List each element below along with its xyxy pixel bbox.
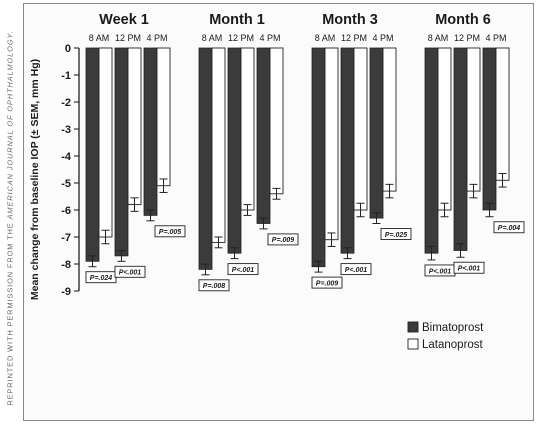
group-title: Month 3 <box>322 12 378 28</box>
side-credit-text: REPRINTED WITH PERMISSION FROM THE AMERI… <box>6 30 15 405</box>
legend-swatch-latanoprost <box>407 338 419 350</box>
latanoprost-bar <box>437 47 452 211</box>
bimatoprost-bar <box>143 47 158 216</box>
latanoprost-bar <box>211 47 226 243</box>
latanoprost-bar <box>156 47 171 187</box>
time-label: 8 AM <box>89 33 110 43</box>
time-label: 4 PM <box>146 33 167 43</box>
latanoprost-bar <box>98 47 113 238</box>
latanoprost-bar <box>353 47 368 211</box>
p-value-box <box>453 261 485 274</box>
bimatoprost-bar <box>227 47 242 254</box>
legend: Bimatoprost Latanoprost <box>407 321 484 351</box>
y-tick-label: -7 <box>61 232 71 244</box>
legend-label-latanoprost: Latanoprost <box>422 339 484 351</box>
y-tick-label: -2 <box>61 97 71 109</box>
time-label: 12 PM <box>228 33 254 43</box>
axes-layer: 0 -1 -2 -3 -4 -5 -6 -7 -8 -9 Mean change from base… <box>29 43 80 300</box>
time-label: 4 PM <box>259 33 280 43</box>
p-value-box <box>154 225 186 238</box>
time-label: 4 PM <box>485 33 506 43</box>
bimatoprost-bar <box>369 47 384 219</box>
y-axis-label: Mean change from baseline IOP (± SEM, mm… <box>29 59 41 300</box>
latanoprost-bar <box>495 47 510 181</box>
time-label: 8 AM <box>315 33 336 43</box>
p-value-box <box>311 276 343 289</box>
time-label: 12 PM <box>454 33 480 43</box>
p-value-box <box>227 263 259 276</box>
labels-layer: Week 1 8 AM P=.024 12 PM P<.001 4 PM P=.005 Mon… <box>85 12 525 292</box>
y-tick-label: -4 <box>61 151 72 163</box>
p-value-label: P=.009 <box>272 237 294 244</box>
y-tick-label: -5 <box>61 178 71 190</box>
chart-panel: 0 -1 -2 -3 -4 -5 -6 -7 -8 -9 Mean change from base… <box>23 3 534 421</box>
side-credit: REPRINTED WITH PERMISSION FROM THE AMERI… <box>0 0 18 436</box>
y-tick-label: -1 <box>61 70 71 82</box>
bimatoprost-bar <box>340 47 355 254</box>
latanoprost-bar <box>269 47 284 195</box>
p-value-label: P<.001 <box>345 267 367 274</box>
bimatoprost-bar <box>256 47 271 224</box>
y-tick-label: -3 <box>61 124 71 136</box>
p-value-box <box>380 228 412 240</box>
legend-swatch-bimatoprost <box>407 321 419 333</box>
bimatoprost-bar <box>85 47 100 262</box>
p-value-box <box>114 265 146 278</box>
p-value-box <box>340 263 372 276</box>
p-value-label: P<.001 <box>232 267 254 274</box>
latanoprost-bar <box>324 47 339 241</box>
p-value-label: P<.001 <box>429 268 451 275</box>
p-value-box <box>198 279 230 292</box>
p-value-box <box>493 221 525 234</box>
bimatoprost-bar <box>482 47 497 211</box>
bimatoprost-bar <box>453 47 468 251</box>
p-value-label: P<.001 <box>119 270 141 277</box>
legend-label-bimatoprost: Bimatoprost <box>422 322 484 334</box>
bimatoprost-bar <box>198 47 213 270</box>
p-value-label: P=.024 <box>90 275 112 282</box>
time-label: 12 PM <box>341 33 367 43</box>
time-label: 8 AM <box>428 33 449 43</box>
y-tick-label: -6 <box>61 205 71 217</box>
p-value-label: P<.001 <box>458 266 480 273</box>
time-label: 12 PM <box>115 33 141 43</box>
time-label: 4 PM <box>372 33 393 43</box>
side-credit-prefix: REPRINTED WITH PERMISSION FROM THE <box>5 219 15 406</box>
chart-svg: 0 -1 -2 -3 -4 -5 -6 -7 -8 -9 Mean change from base… <box>29 12 525 351</box>
y-tick-label: 0 <box>65 43 71 55</box>
p-value-label: P=.025 <box>385 232 407 239</box>
bars-layer <box>85 47 510 276</box>
bimatoprost-bar <box>424 47 439 254</box>
group-title: Month 6 <box>435 12 491 28</box>
latanoprost-bar <box>382 47 397 192</box>
y-tick-label: -9 <box>61 286 71 298</box>
p-value-label: P=.008 <box>203 283 225 290</box>
p-value-box <box>267 233 299 246</box>
bimatoprost-bar <box>114 47 129 257</box>
latanoprost-bar <box>240 47 255 211</box>
bimatoprost-bar <box>311 47 326 268</box>
side-credit-journal: AMERICAN JOURNAL OF OPHTHALMOLOGY. <box>5 30 15 220</box>
group-title: Month 1 <box>209 12 265 28</box>
p-value-label: P=.004 <box>498 225 520 232</box>
latanoprost-bar <box>466 47 481 192</box>
y-tick-label: -8 <box>61 259 71 271</box>
p-value-label: P=.005 <box>159 229 181 236</box>
p-value-label: P=.009 <box>316 280 338 287</box>
time-label: 8 AM <box>202 33 223 43</box>
group-title: Week 1 <box>99 12 149 28</box>
latanoprost-bar <box>127 47 142 206</box>
